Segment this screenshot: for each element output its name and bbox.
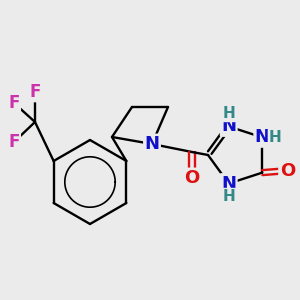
Text: N: N <box>221 175 236 193</box>
Text: F: F <box>29 83 41 101</box>
Text: N: N <box>221 118 236 136</box>
Text: F: F <box>8 133 20 151</box>
Text: O: O <box>280 162 295 180</box>
Text: N: N <box>145 135 160 153</box>
Text: O: O <box>184 169 200 187</box>
Text: H: H <box>222 189 235 204</box>
Text: H: H <box>222 106 235 121</box>
Text: F: F <box>8 94 20 112</box>
Text: H: H <box>269 130 282 145</box>
Text: N: N <box>255 128 270 146</box>
